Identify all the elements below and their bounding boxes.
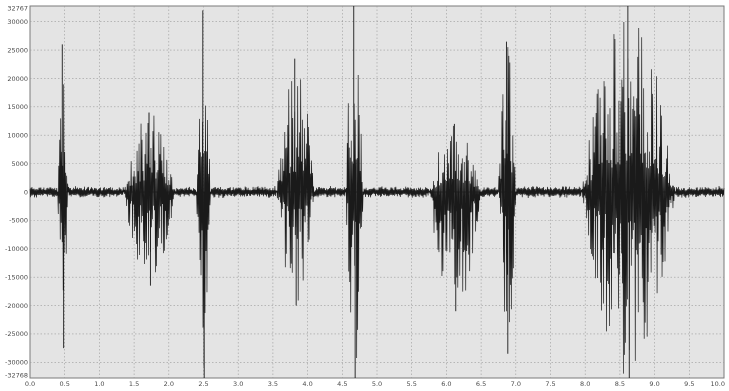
y-tick-label: 0 bbox=[24, 188, 28, 196]
y-tick-label: 30000 bbox=[7, 18, 28, 26]
x-tick-label: 1.5 bbox=[129, 380, 139, 388]
x-tick-label: 6.0 bbox=[441, 380, 451, 388]
x-tick-label: 0.0 bbox=[25, 380, 35, 388]
y-axis-ticks: 32767 30000 25000 20000 15000 10000 5000 0 -5000… bbox=[5, 5, 28, 380]
x-tick-label: 1.0 bbox=[94, 380, 104, 388]
y-tick-label: 32767 bbox=[7, 5, 28, 13]
x-tick-label: 8.0 bbox=[580, 380, 590, 388]
x-tick-label: 10.0 bbox=[711, 380, 725, 388]
x-tick-label: 6.5 bbox=[476, 380, 486, 388]
y-tick-label: -5000 bbox=[9, 217, 28, 225]
y-tick-label: -25000 bbox=[5, 330, 28, 338]
x-tick-label: 3.0 bbox=[233, 380, 243, 388]
x-axis-ticks: 0.0 0.5 1.0 1.5 2.0 2.5 3.0 3.5 4.0 4.5 5.0 5.5 6.0 6… bbox=[25, 380, 725, 388]
x-tick-label: 3.5 bbox=[268, 380, 278, 388]
x-tick-label: 8.5 bbox=[615, 380, 625, 388]
x-tick-label: 4.5 bbox=[337, 380, 347, 388]
y-tick-label: 15000 bbox=[7, 103, 28, 111]
y-tick-label: 25000 bbox=[7, 46, 28, 54]
y-tick-label: -32768 bbox=[5, 372, 28, 380]
x-tick-label: 5.5 bbox=[407, 380, 417, 388]
x-tick-label: 9.5 bbox=[684, 380, 694, 388]
y-tick-label: 5000 bbox=[11, 160, 28, 168]
x-tick-label: 4.0 bbox=[302, 380, 312, 388]
x-tick-label: 9.0 bbox=[649, 380, 659, 388]
x-tick-label: 5.0 bbox=[372, 380, 382, 388]
y-tick-label: 20000 bbox=[7, 75, 28, 83]
y-tick-label: -10000 bbox=[5, 245, 28, 253]
y-tick-label: -15000 bbox=[5, 273, 28, 281]
x-tick-label: 2.0 bbox=[164, 380, 174, 388]
y-tick-label: -20000 bbox=[5, 302, 28, 310]
y-tick-label: -30000 bbox=[5, 359, 28, 367]
waveform-line bbox=[29, 22, 725, 374]
x-tick-label: 7.0 bbox=[511, 380, 521, 388]
waveform-series bbox=[29, 6, 725, 378]
x-tick-label: 7.5 bbox=[545, 380, 555, 388]
x-tick-label: 2.5 bbox=[198, 380, 208, 388]
y-tick-label: 10000 bbox=[7, 132, 28, 140]
x-tick-label: 0.5 bbox=[60, 380, 70, 388]
